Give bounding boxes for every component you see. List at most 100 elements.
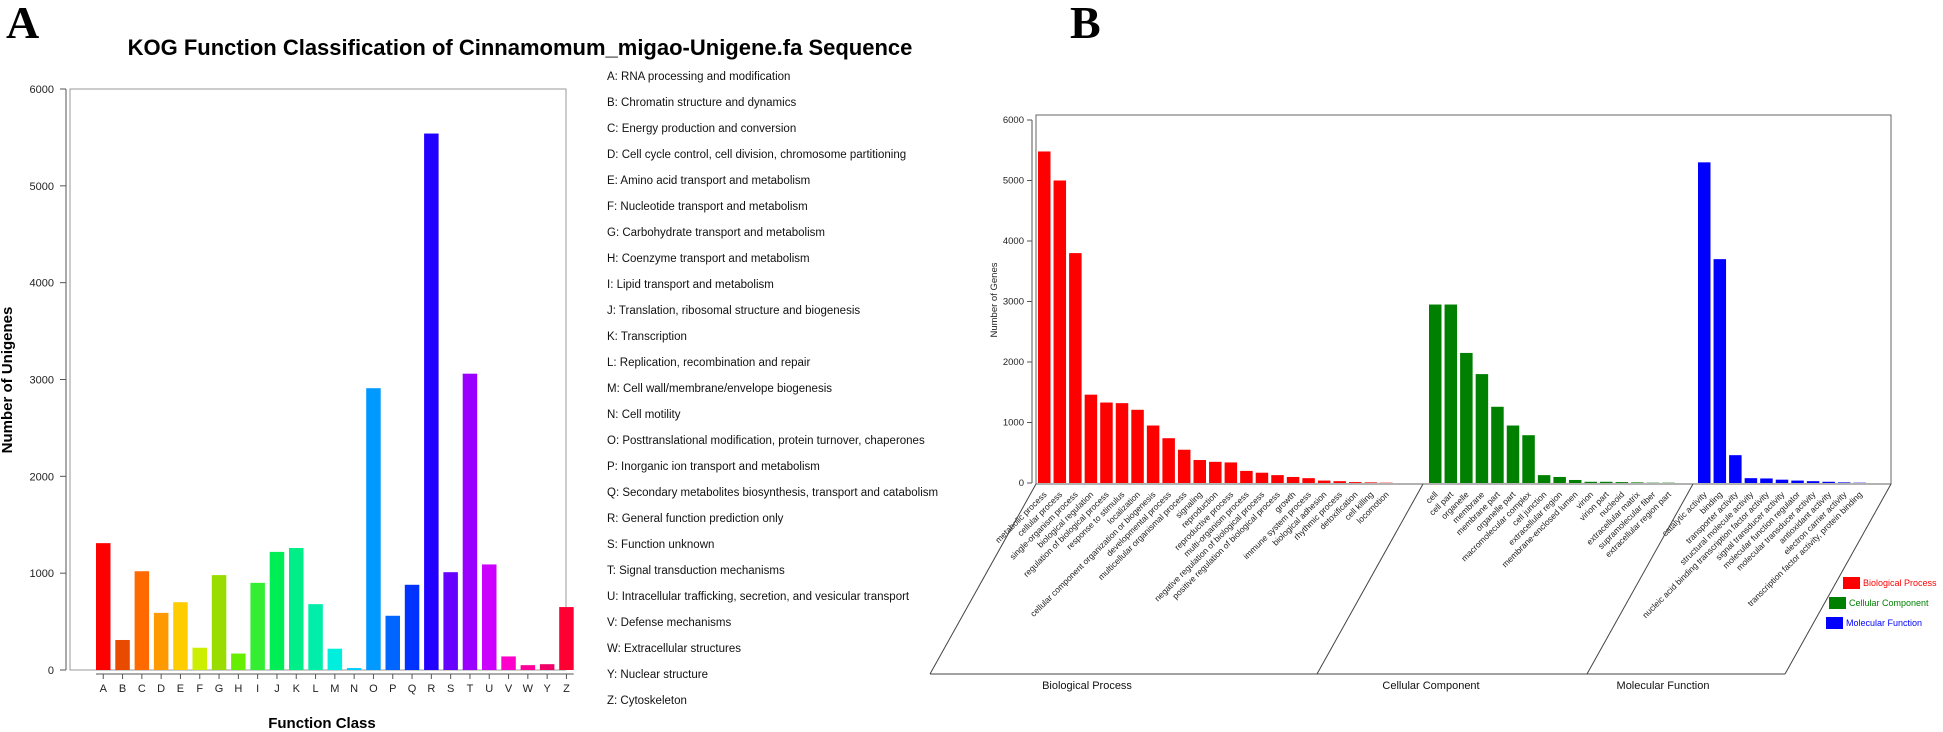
legend-entry: M: Cell wall/membrane/envelope biogenesi… [607,383,832,395]
bar-binding [1713,259,1727,483]
bar-b [115,639,130,670]
x-tick-label: P [389,683,396,695]
bar-z [559,607,574,670]
legend-entry: D: Cell cycle control, cell division, ch… [607,149,906,161]
y-tick-label: 4000 [1003,236,1024,247]
legend-swatch [1843,577,1860,589]
bar-cellular-component-organization-or-biogenesis [1146,425,1160,483]
y-axis: 0 1000 2000 3000 4000 5000 6000 [30,84,67,677]
legend-entry: Molecular Function [1846,618,1922,628]
bar-h [231,653,246,670]
legend-entry: Cellular Component [1849,598,1929,608]
legend-entry: K: Transcription [607,331,687,343]
x-tick-label: A [100,683,108,695]
bar-catalytic-activity [1698,162,1711,483]
x-tick-label: R [427,683,435,695]
bar-j [269,551,285,670]
x-tick-label: S [447,683,454,695]
legend-swatch [1829,597,1846,609]
bar-cellular-process [1053,180,1067,483]
bar-p [385,615,400,670]
y-tick-label: 4000 [30,278,54,290]
y-tick-label: 3000 [30,375,54,387]
group-divider [1316,483,1424,675]
x-tick-label: N [350,683,358,695]
bar-virion-part [1600,481,1613,483]
y-tick-label: 1000 [30,568,54,580]
legend-entry: L: Replication, recombination and repair [607,357,810,369]
legend: A: RNA processing and modification B: Chr… [607,71,938,707]
y-tick-label: 0 [1019,478,1024,489]
bar-membrane-part [1491,406,1504,483]
legend-entry: Y: Nuclear structure [607,669,708,681]
bar-extracellular-matrix [1631,482,1644,483]
bar-rhythmic-process [1333,481,1346,483]
x-tick-label: Q [408,683,417,695]
legend-entry: P: Inorganic ion transport and metabolis… [607,461,820,473]
panel-letter-b: B [1070,0,1101,48]
category-frame: Biological Process Cellular Component Mole… [929,483,1892,692]
x-tick-label: L [312,683,318,695]
legend-entry: V: Defense mechanisms [607,617,731,629]
bar-negative-regulation-of-biological-process [1255,472,1269,483]
bar-f [192,647,207,670]
bar-c [134,571,150,670]
bar-u [482,564,497,670]
bar-virion [1584,481,1597,483]
y-axis-title: Number of Genes [989,262,1000,337]
bar-developmental-process [1162,438,1175,483]
bar-cell [1429,304,1442,483]
x-tick-label: U [485,683,493,695]
bar-organelle-part [1506,425,1520,483]
bar-r [424,133,439,670]
bar-macromolecular-complex [1522,435,1535,483]
bar-g [211,575,227,670]
group-label: Molecular Function [1617,680,1710,692]
x-tick-label: H [234,683,242,695]
legend-entry: U: Intracellular trafficking, secretion,… [607,591,910,603]
x-tick-label: K [293,683,301,695]
bar-v [501,656,516,670]
bar-i [250,582,265,670]
bar-single-organism-process [1069,253,1082,483]
x-tick-label: Z [563,683,570,695]
bar-o [366,388,381,670]
y-tick-label: 6000 [30,84,54,96]
y-tick-label: 0 [48,665,54,677]
x-tick-label: J [274,683,280,695]
group-divider [1586,483,1694,675]
x-tick-label: T [467,683,474,695]
bar-biological-regulation [1084,394,1098,483]
legend-entry: A: RNA processing and modification [607,71,790,83]
panel-letter-a: A [6,0,39,48]
bar-nucleoid [1615,482,1629,483]
bar-molecular-transducer-activity [1806,481,1820,483]
bar-a [96,543,111,670]
bar-reproductive-process [1224,462,1238,483]
bar-immune-system-process [1302,478,1315,483]
bar-biological-adhesion [1317,480,1331,483]
y-tick-label: 3000 [1003,297,1024,308]
bar-q [404,584,420,670]
bars [96,133,574,670]
bar-positive-regulation-of-biological-process [1271,475,1284,483]
y-tick-label: 5000 [1003,176,1024,187]
x-tick-label: Y [543,683,551,695]
bar-regulation-of-biological-process [1100,402,1113,483]
bar-e [173,602,188,670]
bar-reproduction [1209,461,1222,483]
bar-detoxification [1349,482,1362,483]
frame-edge [1784,483,1892,675]
bar-membrane [1475,374,1489,483]
bar-m [327,648,343,670]
bar-growth [1286,476,1300,483]
bar-s [443,572,458,670]
legend-entry: W: Extracellular structures [607,643,741,655]
legend-swatch [1826,617,1843,629]
y-axis: 0 1000 2000 3000 4000 5000 6000 [1003,115,1033,489]
bar-cell-part [1444,304,1458,483]
bar-l [308,604,323,670]
x-tick-label: W [523,683,534,695]
